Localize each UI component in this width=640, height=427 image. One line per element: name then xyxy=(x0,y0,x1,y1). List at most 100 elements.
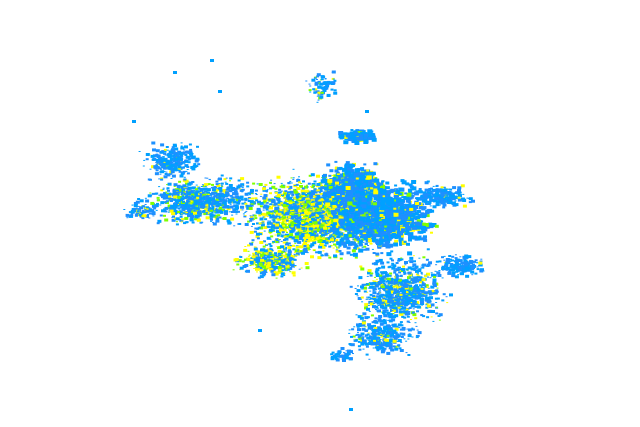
echo-pixel xyxy=(269,206,273,210)
echo-pixel xyxy=(285,231,288,233)
echo-pixel xyxy=(258,183,263,186)
echo-pixel xyxy=(369,218,373,221)
echo-pixel xyxy=(311,200,315,203)
echo-pixel xyxy=(400,220,406,225)
echo-pixel xyxy=(250,201,255,205)
echo-pixel xyxy=(291,226,294,228)
echo-pixel xyxy=(346,189,351,194)
echo-pixel xyxy=(288,193,291,195)
echo-pixel xyxy=(297,212,300,214)
echo-pixel xyxy=(256,227,260,230)
echo-pixel xyxy=(211,197,216,201)
echo-pixel xyxy=(378,240,384,244)
echo-pixel xyxy=(178,210,183,214)
echo-pixel xyxy=(422,215,426,219)
echo-pixel xyxy=(308,206,312,209)
echo-pixel xyxy=(313,221,318,225)
echo-pixel xyxy=(401,229,405,232)
echo-pixel xyxy=(163,175,168,179)
echo-pixel xyxy=(371,205,375,208)
echo-pixel xyxy=(319,211,321,213)
echo-pixel xyxy=(282,218,286,222)
echo-pixel xyxy=(278,191,282,194)
echo-pixel xyxy=(380,252,384,255)
echo-pixel xyxy=(362,208,367,212)
echo-pixel xyxy=(221,185,224,187)
echo-pixel xyxy=(326,195,330,198)
echo-pixel xyxy=(381,197,387,202)
echo-pixel xyxy=(325,200,329,203)
echo-pixel xyxy=(306,204,311,208)
echo-pixel xyxy=(214,192,217,194)
echo-pixel xyxy=(298,208,301,210)
echo-pixel xyxy=(377,182,382,186)
echo-pixel xyxy=(360,234,366,239)
echo-pixel xyxy=(342,187,348,192)
echo-pixel xyxy=(356,247,360,250)
echo-pixel xyxy=(320,236,323,238)
echo-pixel xyxy=(345,161,350,165)
echo-pixel xyxy=(334,216,338,219)
echo-pixel xyxy=(196,199,200,202)
echo-pixel xyxy=(175,203,180,207)
echo-pixel xyxy=(340,208,344,211)
echo-pixel xyxy=(254,197,258,200)
echo-pixel xyxy=(295,223,299,226)
echo-pixel xyxy=(430,209,435,213)
echo-pixel xyxy=(302,230,305,232)
echo-pixel xyxy=(297,240,302,244)
echo-pixel xyxy=(247,197,251,199)
echo-pixel xyxy=(320,231,325,235)
echo-pixel xyxy=(281,194,284,196)
echo-pixel xyxy=(177,187,181,190)
echo-pixel xyxy=(303,245,307,247)
echo-pixel xyxy=(371,248,374,250)
echo-pixel xyxy=(343,228,347,231)
echo-pixel xyxy=(301,209,305,212)
echo-pixel xyxy=(317,240,322,243)
echo-pixel xyxy=(285,227,288,229)
echo-pixel xyxy=(334,239,339,242)
echo-pixel xyxy=(267,220,270,222)
echo-pixel xyxy=(354,243,358,246)
echo-pixel xyxy=(303,247,308,251)
echo-pixel xyxy=(280,221,284,224)
echo-pixel xyxy=(258,212,262,215)
echo-pixel xyxy=(244,246,247,247)
echo-pixel xyxy=(323,206,327,209)
echo-pixel xyxy=(266,189,269,191)
echo-pixel xyxy=(358,205,361,208)
echo-pixel xyxy=(421,203,425,206)
echo-pixel xyxy=(382,220,386,223)
echo-pixel xyxy=(389,216,395,221)
echo-pixel xyxy=(358,179,362,182)
echo-pixel xyxy=(159,204,162,206)
echo-pixel xyxy=(408,238,412,242)
echo-pixel xyxy=(279,233,282,235)
echo-pixel xyxy=(408,218,412,221)
echo-pixel xyxy=(207,196,212,200)
echo-pixel xyxy=(363,189,368,193)
echo-pixel xyxy=(274,212,278,215)
echo-pixel xyxy=(378,234,382,237)
echo-pixel xyxy=(294,210,297,212)
echo-pixel xyxy=(393,207,397,210)
echo-pixel xyxy=(310,236,315,240)
echo-pixel xyxy=(322,200,326,203)
echo-pixel xyxy=(270,235,274,238)
echo-pixel xyxy=(268,214,272,217)
echo-pixel xyxy=(349,208,355,212)
echo-pixel xyxy=(338,166,343,170)
echo-pixel xyxy=(252,218,255,220)
echo-pixel xyxy=(306,184,308,186)
echo-pixel xyxy=(177,188,182,192)
echo-pixel xyxy=(285,194,290,198)
echo-pixel xyxy=(222,196,226,199)
echo-pixel xyxy=(411,186,417,191)
echo-pixel xyxy=(250,225,253,227)
echo-pixel xyxy=(321,245,326,249)
echo-pixel xyxy=(318,189,323,193)
echo-pixel xyxy=(376,217,382,222)
echo-pixel xyxy=(302,198,306,200)
echo-pixel xyxy=(308,227,313,231)
